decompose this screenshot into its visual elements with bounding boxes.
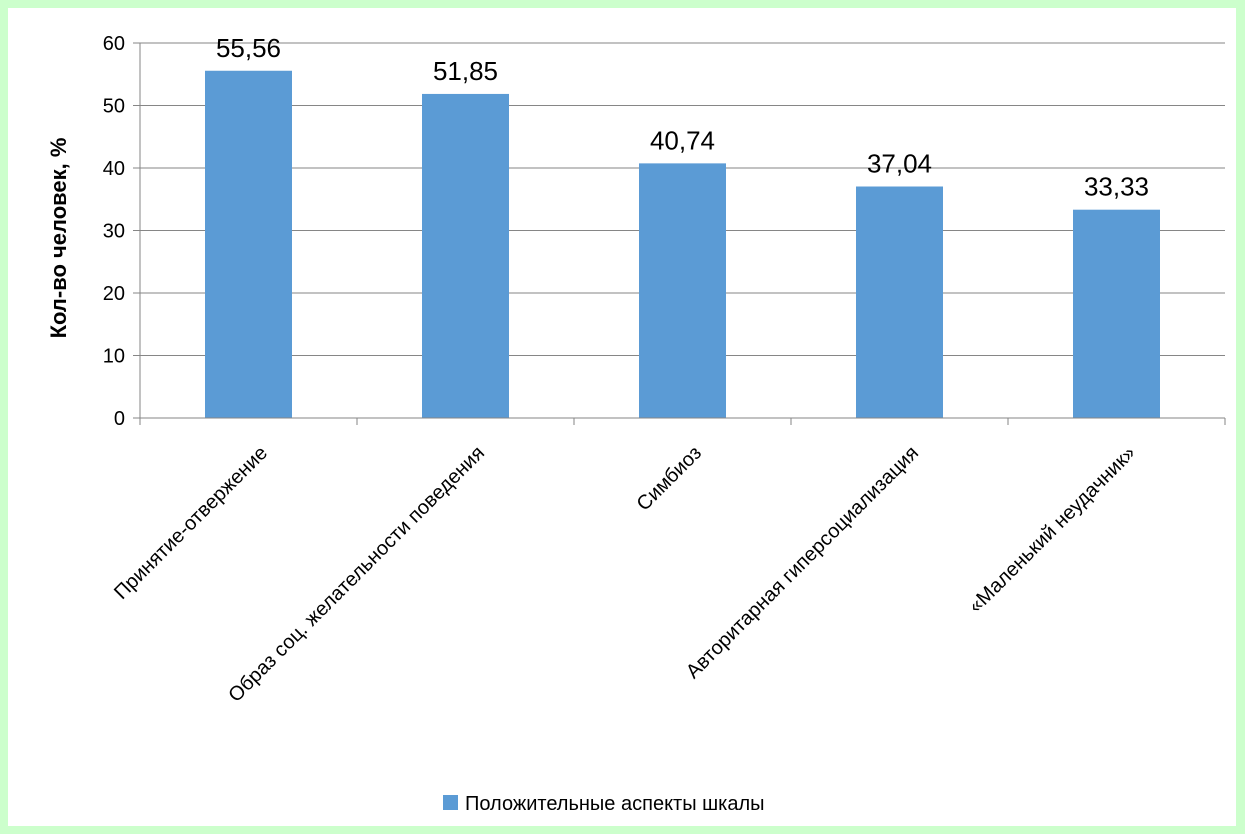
y-tick-label: 20 <box>103 283 125 305</box>
bar-chart: 0 10 20 30 40 50 60 55,56 Принятие-отвержение 51,… <box>8 8 1236 826</box>
bar <box>856 187 943 419</box>
bar <box>1073 210 1160 418</box>
y-tick-label: 60 <box>103 33 125 55</box>
category-label: Симбиоз <box>633 442 706 515</box>
bar <box>205 71 292 418</box>
y-tick-label: 30 <box>103 221 125 243</box>
category-label: «Маленький неудачник» <box>965 442 1140 617</box>
y-tick-label: 10 <box>103 346 125 368</box>
bar <box>422 94 509 418</box>
category-label: Образ соц. желательности поведения <box>224 442 489 707</box>
legend: Положительные аспекты шкалы <box>443 793 765 815</box>
bars <box>205 71 1160 418</box>
chart-frame: 0 10 20 30 40 50 60 55,56 Принятие-отвержение 51,… <box>8 8 1236 826</box>
y-tick-label: 0 <box>114 408 125 430</box>
data-label: 51,85 <box>433 56 498 86</box>
y-tick-label: 40 <box>103 158 125 180</box>
legend-label: Положительные аспекты шкалы <box>465 793 765 815</box>
y-tick-label: 50 <box>103 96 125 118</box>
legend-swatch <box>443 795 458 810</box>
data-label: 37,04 <box>867 149 932 179</box>
data-label: 33,33 <box>1084 172 1149 202</box>
bar <box>639 163 726 418</box>
data-label: 55,56 <box>216 33 281 63</box>
category-label: Авторитарная гиперсоциализация <box>682 442 923 683</box>
category-label: Принятие-отвержение <box>110 442 272 604</box>
data-label: 40,74 <box>650 125 715 155</box>
y-axis-title: Кол-во человек, % <box>46 138 71 339</box>
